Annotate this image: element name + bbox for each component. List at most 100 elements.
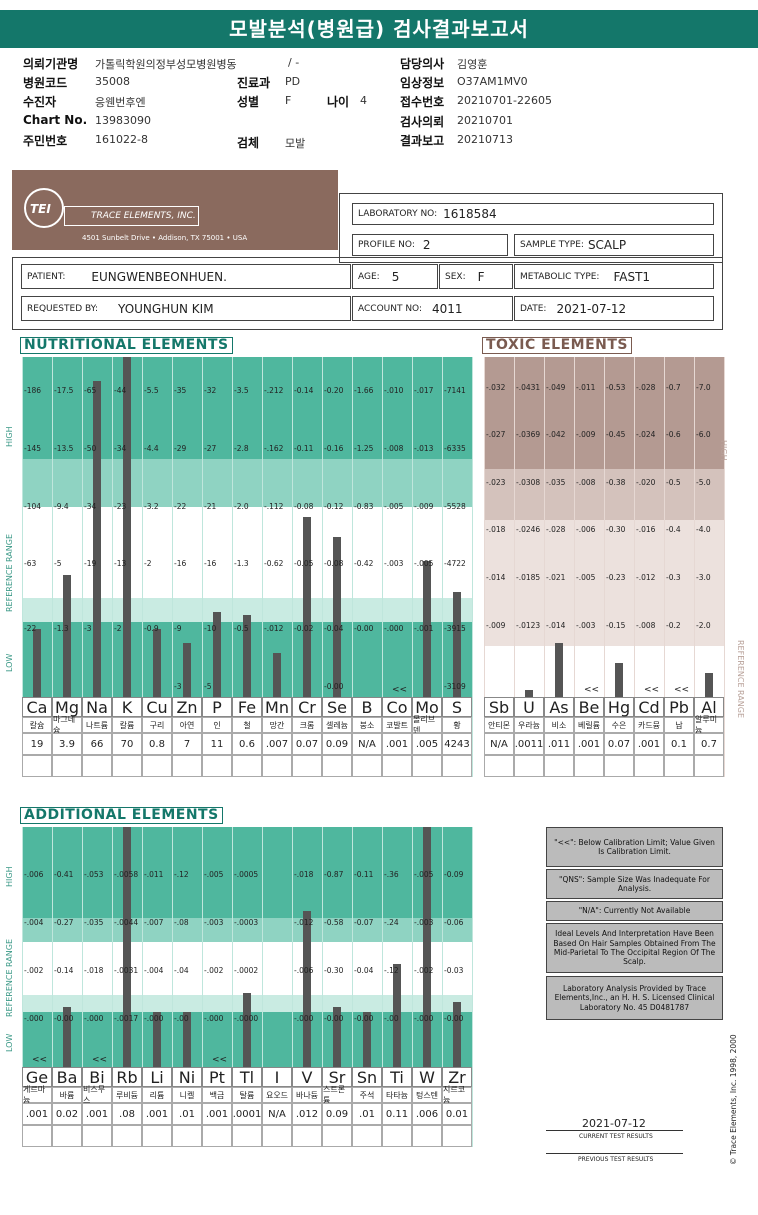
element-result: 70 bbox=[112, 733, 142, 755]
previous-result bbox=[172, 755, 202, 777]
below-limit-mark: << bbox=[212, 1055, 228, 1065]
bar-Ni bbox=[183, 1011, 191, 1067]
chart-band bbox=[22, 459, 472, 507]
tick-label: -2 bbox=[144, 559, 152, 569]
tick-label: -0.09 bbox=[444, 870, 464, 879]
header-value: 13983090 bbox=[95, 114, 151, 127]
tick-label: -13.5 bbox=[54, 443, 74, 453]
bar-Ca bbox=[33, 629, 41, 697]
tick-label: -0.53 bbox=[606, 382, 626, 392]
tick-label: -.000 bbox=[24, 1014, 44, 1023]
tick-label: -65 bbox=[84, 386, 97, 395]
element-korean-name: 황 bbox=[442, 717, 472, 733]
tick-label: -10 bbox=[204, 624, 217, 633]
column-divider bbox=[634, 357, 635, 777]
element-symbol-Be: Be bbox=[574, 697, 604, 717]
element-symbol-I: I bbox=[262, 1067, 292, 1087]
tick-label: -.08 bbox=[174, 918, 189, 927]
previous-result bbox=[322, 755, 352, 777]
lab-logo-panel: TEI TRACE ELEMENTS, INC. 4501 Sunbelt Dr… bbox=[12, 170, 338, 250]
tick-label: -6335 bbox=[444, 443, 466, 453]
column-divider bbox=[442, 827, 443, 1147]
tick-label: -0.3 bbox=[666, 573, 681, 582]
element-symbol-Cr: Cr bbox=[292, 697, 322, 717]
requested-by-field: REQUESTED BY: YOUNGHUN KIM bbox=[21, 296, 351, 321]
column-divider bbox=[412, 357, 413, 777]
tick-label: -104 bbox=[24, 501, 42, 511]
bar-V bbox=[303, 911, 311, 1067]
column-divider bbox=[322, 827, 323, 1147]
chart-title: ADDITIONAL ELEMENTS bbox=[20, 807, 223, 824]
chart-title: NUTRITIONAL ELEMENTS bbox=[20, 337, 233, 354]
tick-label: -0.4 bbox=[666, 525, 681, 535]
element-symbol-Rb: Rb bbox=[112, 1067, 142, 1087]
copyright: © Trace Elements, Inc. 1998, 2000 bbox=[729, 1034, 738, 1165]
header-label: 의뢰기관명 bbox=[23, 57, 79, 71]
tick-label: -.0246 bbox=[516, 525, 541, 535]
tick-label: -3915 bbox=[444, 624, 466, 633]
element-symbol-S: S bbox=[442, 697, 472, 717]
column-divider bbox=[232, 357, 233, 777]
bar-Cr bbox=[303, 516, 311, 697]
tick-label: -0.00 bbox=[354, 1014, 374, 1023]
element-korean-name: 알루미늄 bbox=[694, 715, 724, 735]
tick-label: -.014 bbox=[486, 573, 506, 582]
tick-label: -0.08 bbox=[324, 559, 344, 569]
previous-result bbox=[112, 755, 142, 777]
previous-result bbox=[22, 755, 52, 777]
element-symbol-Mg: Mg bbox=[52, 697, 82, 717]
element-result: .0001 bbox=[232, 1103, 262, 1125]
element-symbol-Pt: Pt bbox=[202, 1067, 232, 1087]
previous-result bbox=[82, 1125, 112, 1147]
element-symbol-Co: Co bbox=[382, 697, 412, 717]
account-field: ACCOUNT NO: 4011 bbox=[352, 296, 513, 321]
tick-label: -.000 bbox=[84, 1014, 104, 1023]
element-result: 0.8 bbox=[142, 733, 172, 755]
tick-label: -44 bbox=[114, 386, 127, 395]
ref-range-label: REFERENCE RANGE bbox=[5, 939, 14, 1017]
tick-label: -0.11 bbox=[354, 870, 374, 879]
tick-label: -0.15 bbox=[606, 620, 626, 630]
tick-label: -5.0 bbox=[696, 477, 711, 487]
element-korean-name: 리튬 bbox=[142, 1087, 172, 1103]
tick-label: -1.66 bbox=[354, 386, 374, 395]
element-result: .001 bbox=[82, 1103, 112, 1125]
tick-label: -.00 bbox=[174, 1014, 189, 1023]
element-result: .001 bbox=[22, 1103, 52, 1125]
header-label: 수진자 bbox=[23, 95, 57, 109]
column-divider bbox=[412, 827, 413, 1147]
tick-label: -.000 bbox=[294, 1014, 314, 1023]
tick-label: -9.4 bbox=[54, 501, 69, 511]
element-korean-name: 칼륨 bbox=[112, 717, 142, 733]
header-value: 가톨릭학원의정부성모병원병동 bbox=[95, 58, 237, 71]
tick-label: -27 bbox=[204, 443, 217, 453]
previous-result bbox=[262, 755, 292, 777]
element-result: 66 bbox=[82, 733, 112, 755]
tick-label: -.012 bbox=[636, 573, 656, 582]
bar-Zr bbox=[453, 1002, 461, 1067]
tick-label: -.009 bbox=[486, 620, 506, 630]
element-result: 0.1 bbox=[664, 733, 694, 755]
element-symbol-Cu: Cu bbox=[142, 697, 172, 717]
tick-label: -0.6 bbox=[666, 430, 681, 440]
tick-label: -.027 bbox=[486, 430, 506, 440]
tick-label: -.162 bbox=[264, 443, 284, 453]
tick-label: -.0058 bbox=[114, 870, 139, 879]
element-symbol-Hg: Hg bbox=[604, 697, 634, 717]
tick-label: -0.42 bbox=[354, 559, 374, 569]
current-results-date: 2021-07-12 bbox=[582, 1117, 646, 1130]
previous-result bbox=[52, 755, 82, 777]
column-divider bbox=[604, 357, 605, 777]
bar-Ti bbox=[393, 963, 401, 1067]
chart-band bbox=[22, 918, 472, 943]
tick-label: -.0017 bbox=[114, 1014, 139, 1023]
element-result: 7 bbox=[172, 733, 202, 755]
tick-label: -186 bbox=[24, 386, 42, 395]
bar-S bbox=[453, 591, 461, 697]
tick-label: -.009 bbox=[576, 430, 596, 440]
tick-label: -0.06 bbox=[444, 918, 464, 927]
column-divider bbox=[142, 357, 143, 777]
tick-label: -0.62 bbox=[264, 559, 284, 569]
tei-logo-text: TEI bbox=[30, 202, 51, 216]
column-divider bbox=[112, 827, 113, 1147]
